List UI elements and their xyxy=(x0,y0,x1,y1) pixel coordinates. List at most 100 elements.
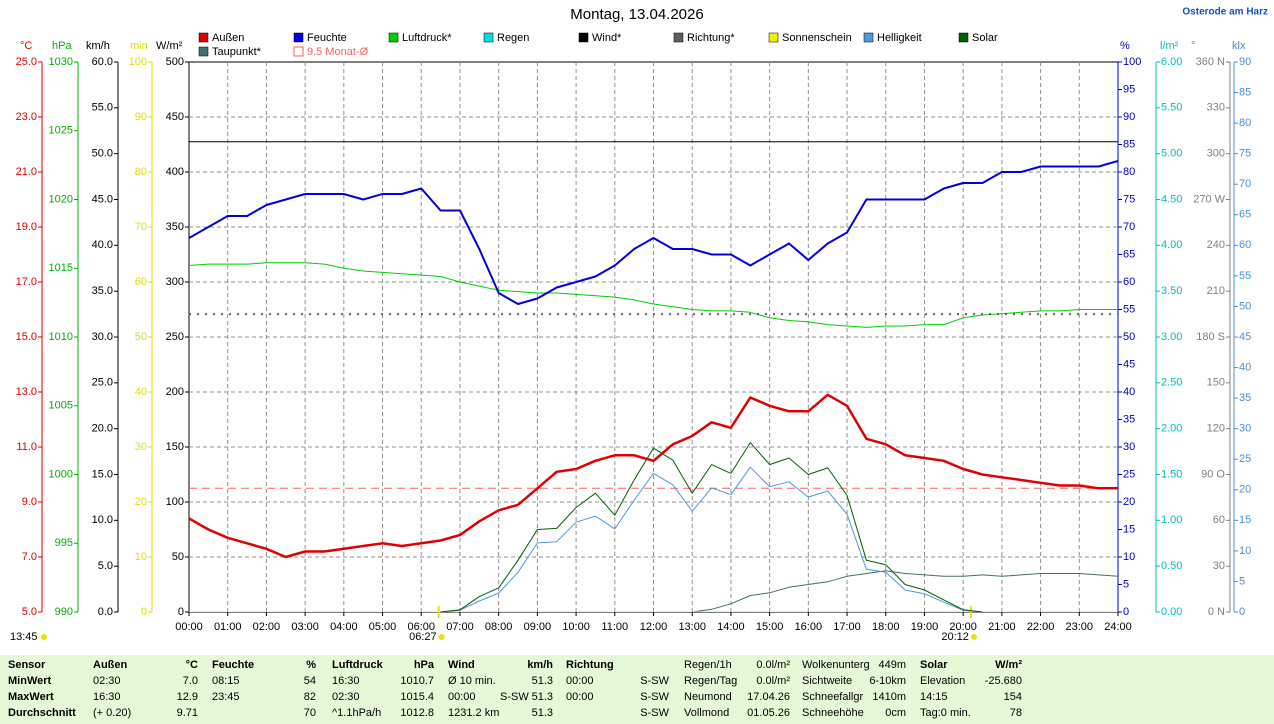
table-cell: Durchschnitt xyxy=(8,707,76,719)
series-line xyxy=(440,442,983,612)
table-cell: 0.0l/m² xyxy=(756,675,790,687)
axis-tick-label: 20.0 xyxy=(92,423,113,435)
table-cell: Neumond xyxy=(684,691,732,703)
legend-swatch xyxy=(673,32,684,43)
axis-tick-label: 90 xyxy=(1123,111,1135,123)
axis-tick-label: 55.0 xyxy=(92,102,113,114)
axis-tick-label: 17.0 xyxy=(16,276,37,288)
axis-tick-label: 10 xyxy=(135,551,147,563)
axis-tick-label: 330 xyxy=(1207,102,1225,114)
axis-tick-label: 15.0 xyxy=(92,468,113,480)
axis-tick-label: 80 xyxy=(1123,166,1135,178)
table-cell: 82 xyxy=(304,691,316,703)
table-cell: S-SW xyxy=(500,691,529,703)
axis-tick-label: 7.0 xyxy=(22,551,37,563)
axis-tick-label: 5 xyxy=(1123,578,1129,590)
table-cell: Wind xyxy=(448,659,475,671)
table-cell: 16:30 xyxy=(93,691,121,703)
axis-tick-label: 5 xyxy=(1239,575,1245,587)
table-cell: °C xyxy=(186,659,198,671)
table-cell: 1012.8 xyxy=(400,707,434,719)
axis-tick-label: 0 xyxy=(1239,606,1245,618)
table-cell: 70 xyxy=(304,707,316,719)
table-cell: 51.3 xyxy=(532,691,553,703)
table-cell: 01.05.26 xyxy=(747,707,790,719)
axis-tick-label: 50 xyxy=(135,331,147,343)
axis-tick-label: 85 xyxy=(1239,86,1251,98)
sun-icon xyxy=(970,634,977,640)
axis-tick-label: 25 xyxy=(1123,468,1135,480)
axis-tick-label: 40.0 xyxy=(92,239,113,251)
table-cell: 51.3 xyxy=(532,675,553,687)
axis-tick-label: 45 xyxy=(1239,331,1251,343)
axis-tick-label: 0 xyxy=(1123,606,1129,618)
axis-tick-label: 65 xyxy=(1123,248,1135,260)
axis-tick-label: 55 xyxy=(1239,270,1251,282)
table-cell: Außen xyxy=(93,659,128,671)
table-cell: 1015.4 xyxy=(400,691,434,703)
table-cell: (+ 0.20) xyxy=(93,707,131,719)
axis-tick-label: 2.00 xyxy=(1161,423,1182,435)
x-tick-label: 11:00 xyxy=(601,621,628,633)
table-cell: 17.04.26 xyxy=(747,691,790,703)
axis-tick-label: 300 xyxy=(166,276,184,288)
axis-tick-label: 1.00 xyxy=(1161,514,1182,526)
axis-tick-label: 3.50 xyxy=(1161,285,1182,297)
axis-unit: l/m² xyxy=(1160,40,1179,52)
x-tick-label: 00:00 xyxy=(175,621,203,633)
table-cell: Feuchte xyxy=(212,659,254,671)
axis-tick-label: 80 xyxy=(1239,117,1251,129)
legend-swatch xyxy=(483,32,494,43)
axis-tick-label: 55 xyxy=(1123,303,1135,315)
table-background xyxy=(0,655,1274,724)
axis-tick-label: 1020 xyxy=(49,193,73,205)
x-tick-label: 14:00 xyxy=(717,621,745,633)
axis-tick-label: 1030 xyxy=(49,56,73,68)
axis-tick-label: 0.0 xyxy=(98,606,113,618)
table-cell: 1010.7 xyxy=(400,675,434,687)
location: Osterode am Harz xyxy=(1182,7,1268,18)
table-cell: 00:00 xyxy=(448,691,476,703)
axis-tick-label: 70 xyxy=(1123,221,1135,233)
axis-tick-label: 20 xyxy=(135,496,147,508)
x-tick-label: 24:00 xyxy=(1104,621,1132,633)
axis-tick-label: 100 xyxy=(129,56,147,68)
axis-tick-label: 19.0 xyxy=(16,221,37,233)
axis-unit: °C xyxy=(20,40,32,52)
axis-tick-label: 350 xyxy=(166,221,184,233)
x-tick-label: 10:00 xyxy=(562,621,590,633)
axis-tick-label: 995 xyxy=(55,537,73,549)
series-line xyxy=(189,160,1118,305)
table-cell: 14:15 xyxy=(920,691,948,703)
table-cell: 1410m xyxy=(872,691,906,703)
table-cell: MinWert xyxy=(8,675,52,687)
axis-tick-label: 0 N xyxy=(1208,606,1225,618)
x-tick-label: 20:00 xyxy=(949,621,977,633)
x-tick-label: 05:00 xyxy=(369,621,397,633)
axis-tick-label: 180 S xyxy=(1196,331,1225,343)
axis-tick-label: 65 xyxy=(1239,209,1251,221)
sun-icon xyxy=(438,634,445,640)
table-cell: Sichtweite xyxy=(802,675,852,687)
axis-tick-label: 90 xyxy=(1239,56,1251,68)
axis-tick-label: 200 xyxy=(166,386,184,398)
axis-tick-label: 10 xyxy=(1123,551,1135,563)
axis-tick-label: 30 xyxy=(135,441,147,453)
sun-time: 06:27 xyxy=(409,631,437,643)
series-line xyxy=(189,393,1118,559)
axis-tick-label: 0 xyxy=(141,606,147,618)
axis-tick-label: 75 xyxy=(1123,193,1135,205)
axis-tick-label: 990 xyxy=(55,606,73,618)
legend-label: Feuchte xyxy=(307,32,347,44)
table-cell: S-SW xyxy=(640,675,669,687)
table-cell: 0cm xyxy=(885,707,906,719)
legend-label: Regen xyxy=(497,32,529,44)
axis-tick-label: 10.0 xyxy=(92,514,113,526)
axis-tick-label: 4.50 xyxy=(1161,193,1182,205)
axis-tick-label: 80 xyxy=(135,166,147,178)
axis-tick-label: 40 xyxy=(1239,361,1251,373)
axis-tick-label: 360 N xyxy=(1196,56,1225,68)
axis-tick-label: 5.50 xyxy=(1161,102,1182,114)
legend-label: Luftdruck* xyxy=(402,32,452,44)
legend-label: 9.5 Monat-Ø xyxy=(307,46,369,58)
